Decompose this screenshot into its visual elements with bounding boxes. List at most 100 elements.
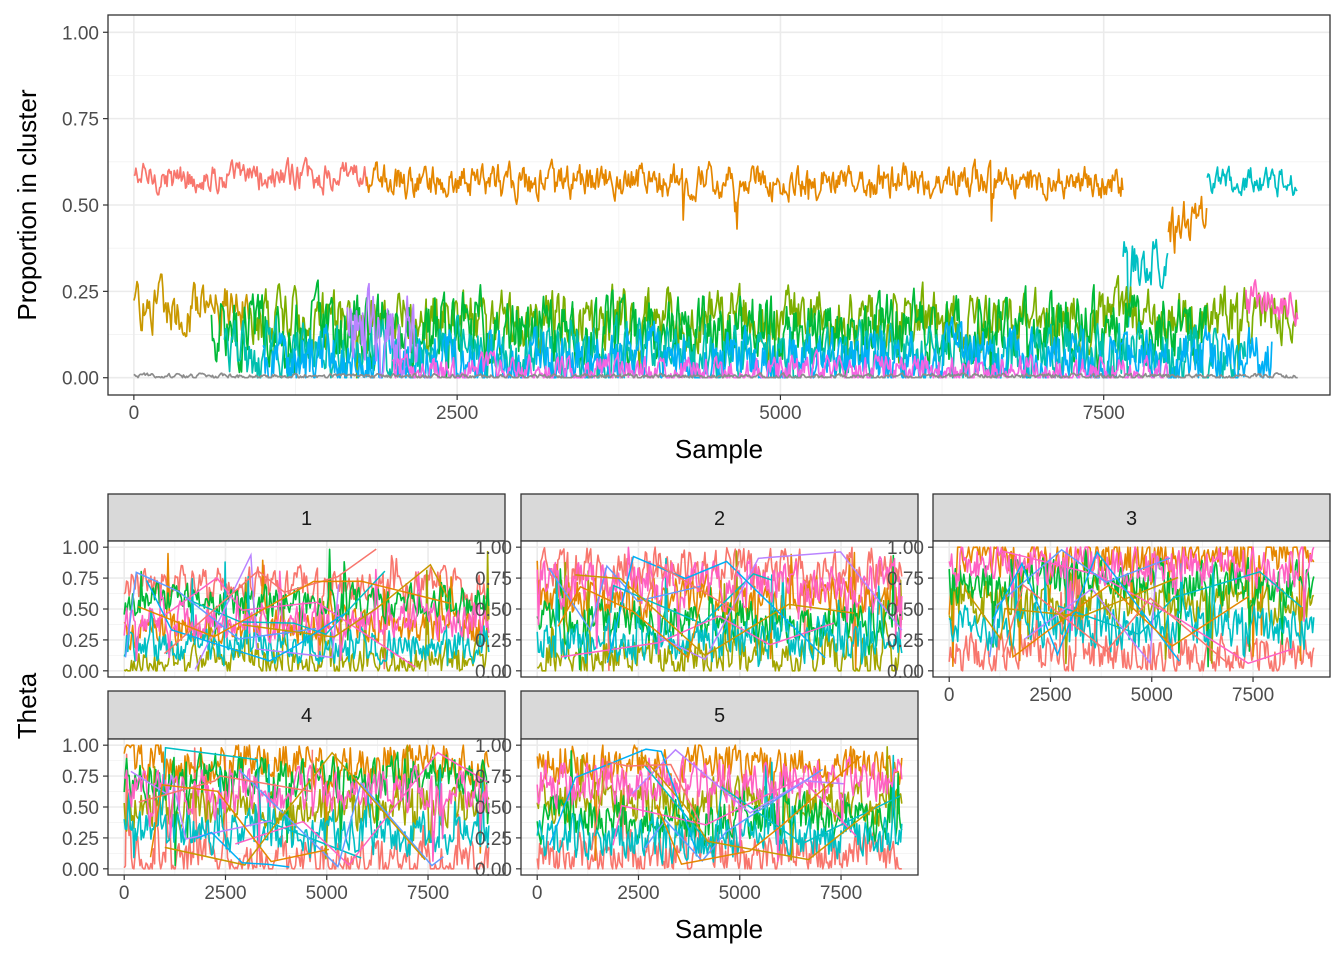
facet-series-line [123,561,490,667]
facet-y-axis: 0.00 0.25 0.50 0.75 1.00 [475,736,521,881]
facet-jump-line [1001,583,1235,669]
facet-jump-line [242,563,449,638]
top-y-axis: 0.00 0.25 0.50 0.75 1.00 [62,23,108,390]
facet-strip-label: 2 [714,508,725,530]
facet-y-tick-label: 0.50 [62,600,99,621]
facet-series-line [123,554,490,670]
top-y-tick-label: 1.00 [62,23,99,44]
facet-y-tick-label: 0.00 [475,860,512,881]
facet-y-tick-label: 0.75 [62,767,99,788]
facet-y-tick-label: 1.00 [62,538,99,559]
facet-series-line [123,763,490,859]
facet-jump-line [1005,584,1250,659]
facet-y-tick-label: 0.50 [475,600,512,621]
facet-border [107,540,506,678]
facet-jump-line [557,574,708,660]
facet-strip [932,493,1331,542]
facet-jump-line [1057,570,1302,636]
facet-panel-3: 3 0.00 0.25 0.50 0.75 1.00 0 2500 5000 7500 [887,493,1331,706]
facet-y-axis: 0.00 0.25 0.50 0.75 1.00 [887,538,933,683]
facet-border [520,540,919,678]
facet-y-tick-label: 0.25 [475,829,512,850]
top-series-line [210,279,1208,379]
facet-strip-label: 5 [714,705,725,727]
facet-jump-line [548,748,698,853]
facet-jump-line [164,751,426,866]
facet-border [932,540,1331,678]
facet-strip [107,690,506,740]
facet-series-line [536,756,903,863]
facet-jump-line [964,576,1179,641]
facet-x-tick-label: 7500 [820,883,862,904]
top-series-line [365,158,1124,230]
facet-y-tick-label: 0.75 [475,569,512,590]
facet-jump-line [145,580,345,662]
facet-jump-line [575,574,855,657]
facet-y-tick-label: 1.00 [475,538,512,559]
top-x-tick-label: 5000 [759,403,801,424]
facet-y-tick-label: 0.00 [62,662,99,683]
facet-series [948,546,1315,672]
facet-x-tick-label: 0 [532,883,543,904]
top-series-line [133,273,251,338]
facet-jump-line [612,777,857,846]
facet-y-tick-label: 0.00 [475,662,512,683]
top-y-tick-label: 0.25 [62,282,99,303]
facet-jump-line [643,560,740,613]
facet-x-axis: 0 2500 5000 7500 [119,875,449,904]
facet-y-axis: 0.00 0.25 0.50 0.75 1.00 [62,736,108,881]
facet-y-axis-title: Theta [12,672,42,739]
facet-x-tick-label: 7500 [407,883,449,904]
top-series-line [1245,279,1299,327]
facet-jump-line [992,550,1180,662]
facet-jump-line [560,615,835,658]
facet-border [520,738,919,876]
facet-x-tick-label: 5000 [306,883,348,904]
facet-series [123,744,490,870]
facet-y-tick-label: 0.75 [62,569,99,590]
facet-series-line [123,764,490,862]
facet-jump-line [643,768,824,863]
facet-jump-line [548,564,701,632]
facet-series [123,548,490,672]
facet-grid: 1 0.00 0.25 0.50 0.75 1.00 2 0.00 0.25 0.50 0.75 1.… [62,493,1331,904]
top-x-axis-title: Sample [675,434,763,464]
facet-x-axis: 0 2500 5000 7500 [532,875,862,904]
facet-series-line [948,546,1315,633]
facet-x-axis: 0 2500 5000 7500 [944,677,1274,706]
facet-y-tick-label: 0.00 [887,662,924,683]
top-y-axis-title: Proportion in cluster [12,89,42,321]
facet-jump-line [137,580,451,638]
facet-series-line [123,548,490,641]
top-chart-panel: 0.00 0.25 0.50 0.75 1.00 0 2500 5000 7500 Sampl… [12,14,1331,464]
facet-series-line [948,551,1315,658]
facet-x-tick-label: 0 [944,685,955,706]
facet-y-tick-label: 0.25 [475,631,512,652]
facet-jump-line [163,548,377,655]
facet-series-line [123,550,490,672]
facet-y-tick-label: 0.25 [62,829,99,850]
top-series-line [1206,165,1298,198]
facet-jump-line [988,548,1171,658]
facet-y-tick-label: 0.75 [887,569,924,590]
facet-strip-label: 4 [301,705,312,727]
facet-series-line [536,754,903,865]
facet-jump-line [130,770,272,840]
top-x-tick-label: 7500 [1083,403,1125,424]
top-series-line [1167,195,1208,254]
facet-x-tick-label: 0 [119,883,130,904]
top-series [133,156,1299,379]
facet-jump-line [190,570,386,636]
facet-x-axis-title: Sample [675,914,763,944]
facet-panel-4: 4 0.00 0.25 0.50 0.75 1.00 0 2500 5000 7500 [62,690,506,904]
facet-series-line [123,751,490,867]
facet-y-tick-label: 0.50 [887,600,924,621]
facet-strip-label: 1 [301,508,312,530]
facet-series-line [536,557,903,668]
facet-jump-line [197,831,290,868]
facet-x-tick-label: 2500 [204,883,246,904]
facet-x-tick-label: 2500 [1029,685,1071,706]
top-y-tick-label: 0.50 [62,196,99,217]
top-x-tick-label: 0 [129,403,140,424]
facet-y-tick-label: 1.00 [62,736,99,757]
